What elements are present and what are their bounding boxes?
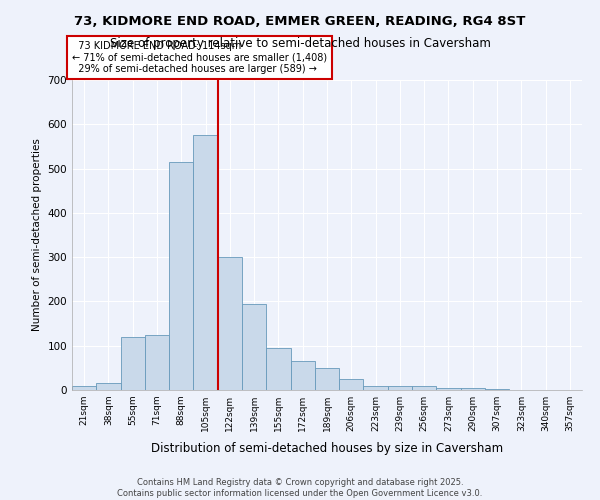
Bar <box>364 386 388 390</box>
Text: Size of property relative to semi-detached houses in Caversham: Size of property relative to semi-detach… <box>110 38 490 51</box>
Bar <box>96 384 121 390</box>
Text: 73 KIDMORE END ROAD: 114sqm
← 71% of semi-detached houses are smaller (1,408)
  : 73 KIDMORE END ROAD: 114sqm ← 71% of sem… <box>72 40 327 74</box>
Bar <box>290 361 315 390</box>
X-axis label: Distribution of semi-detached houses by size in Caversham: Distribution of semi-detached houses by … <box>151 442 503 456</box>
Bar <box>72 386 96 390</box>
Bar <box>169 162 193 390</box>
Text: 73, KIDMORE END ROAD, EMMER GREEN, READING, RG4 8ST: 73, KIDMORE END ROAD, EMMER GREEN, READI… <box>74 15 526 28</box>
Bar <box>436 388 461 390</box>
Bar <box>218 257 242 390</box>
Bar <box>461 388 485 390</box>
Y-axis label: Number of semi-detached properties: Number of semi-detached properties <box>32 138 42 332</box>
Bar <box>121 337 145 390</box>
Bar <box>145 334 169 390</box>
Bar <box>339 379 364 390</box>
Bar <box>485 388 509 390</box>
Text: Contains HM Land Registry data © Crown copyright and database right 2025.
Contai: Contains HM Land Registry data © Crown c… <box>118 478 482 498</box>
Bar <box>193 136 218 390</box>
Bar <box>315 368 339 390</box>
Bar <box>412 386 436 390</box>
Bar <box>266 348 290 390</box>
Bar <box>388 386 412 390</box>
Bar <box>242 304 266 390</box>
